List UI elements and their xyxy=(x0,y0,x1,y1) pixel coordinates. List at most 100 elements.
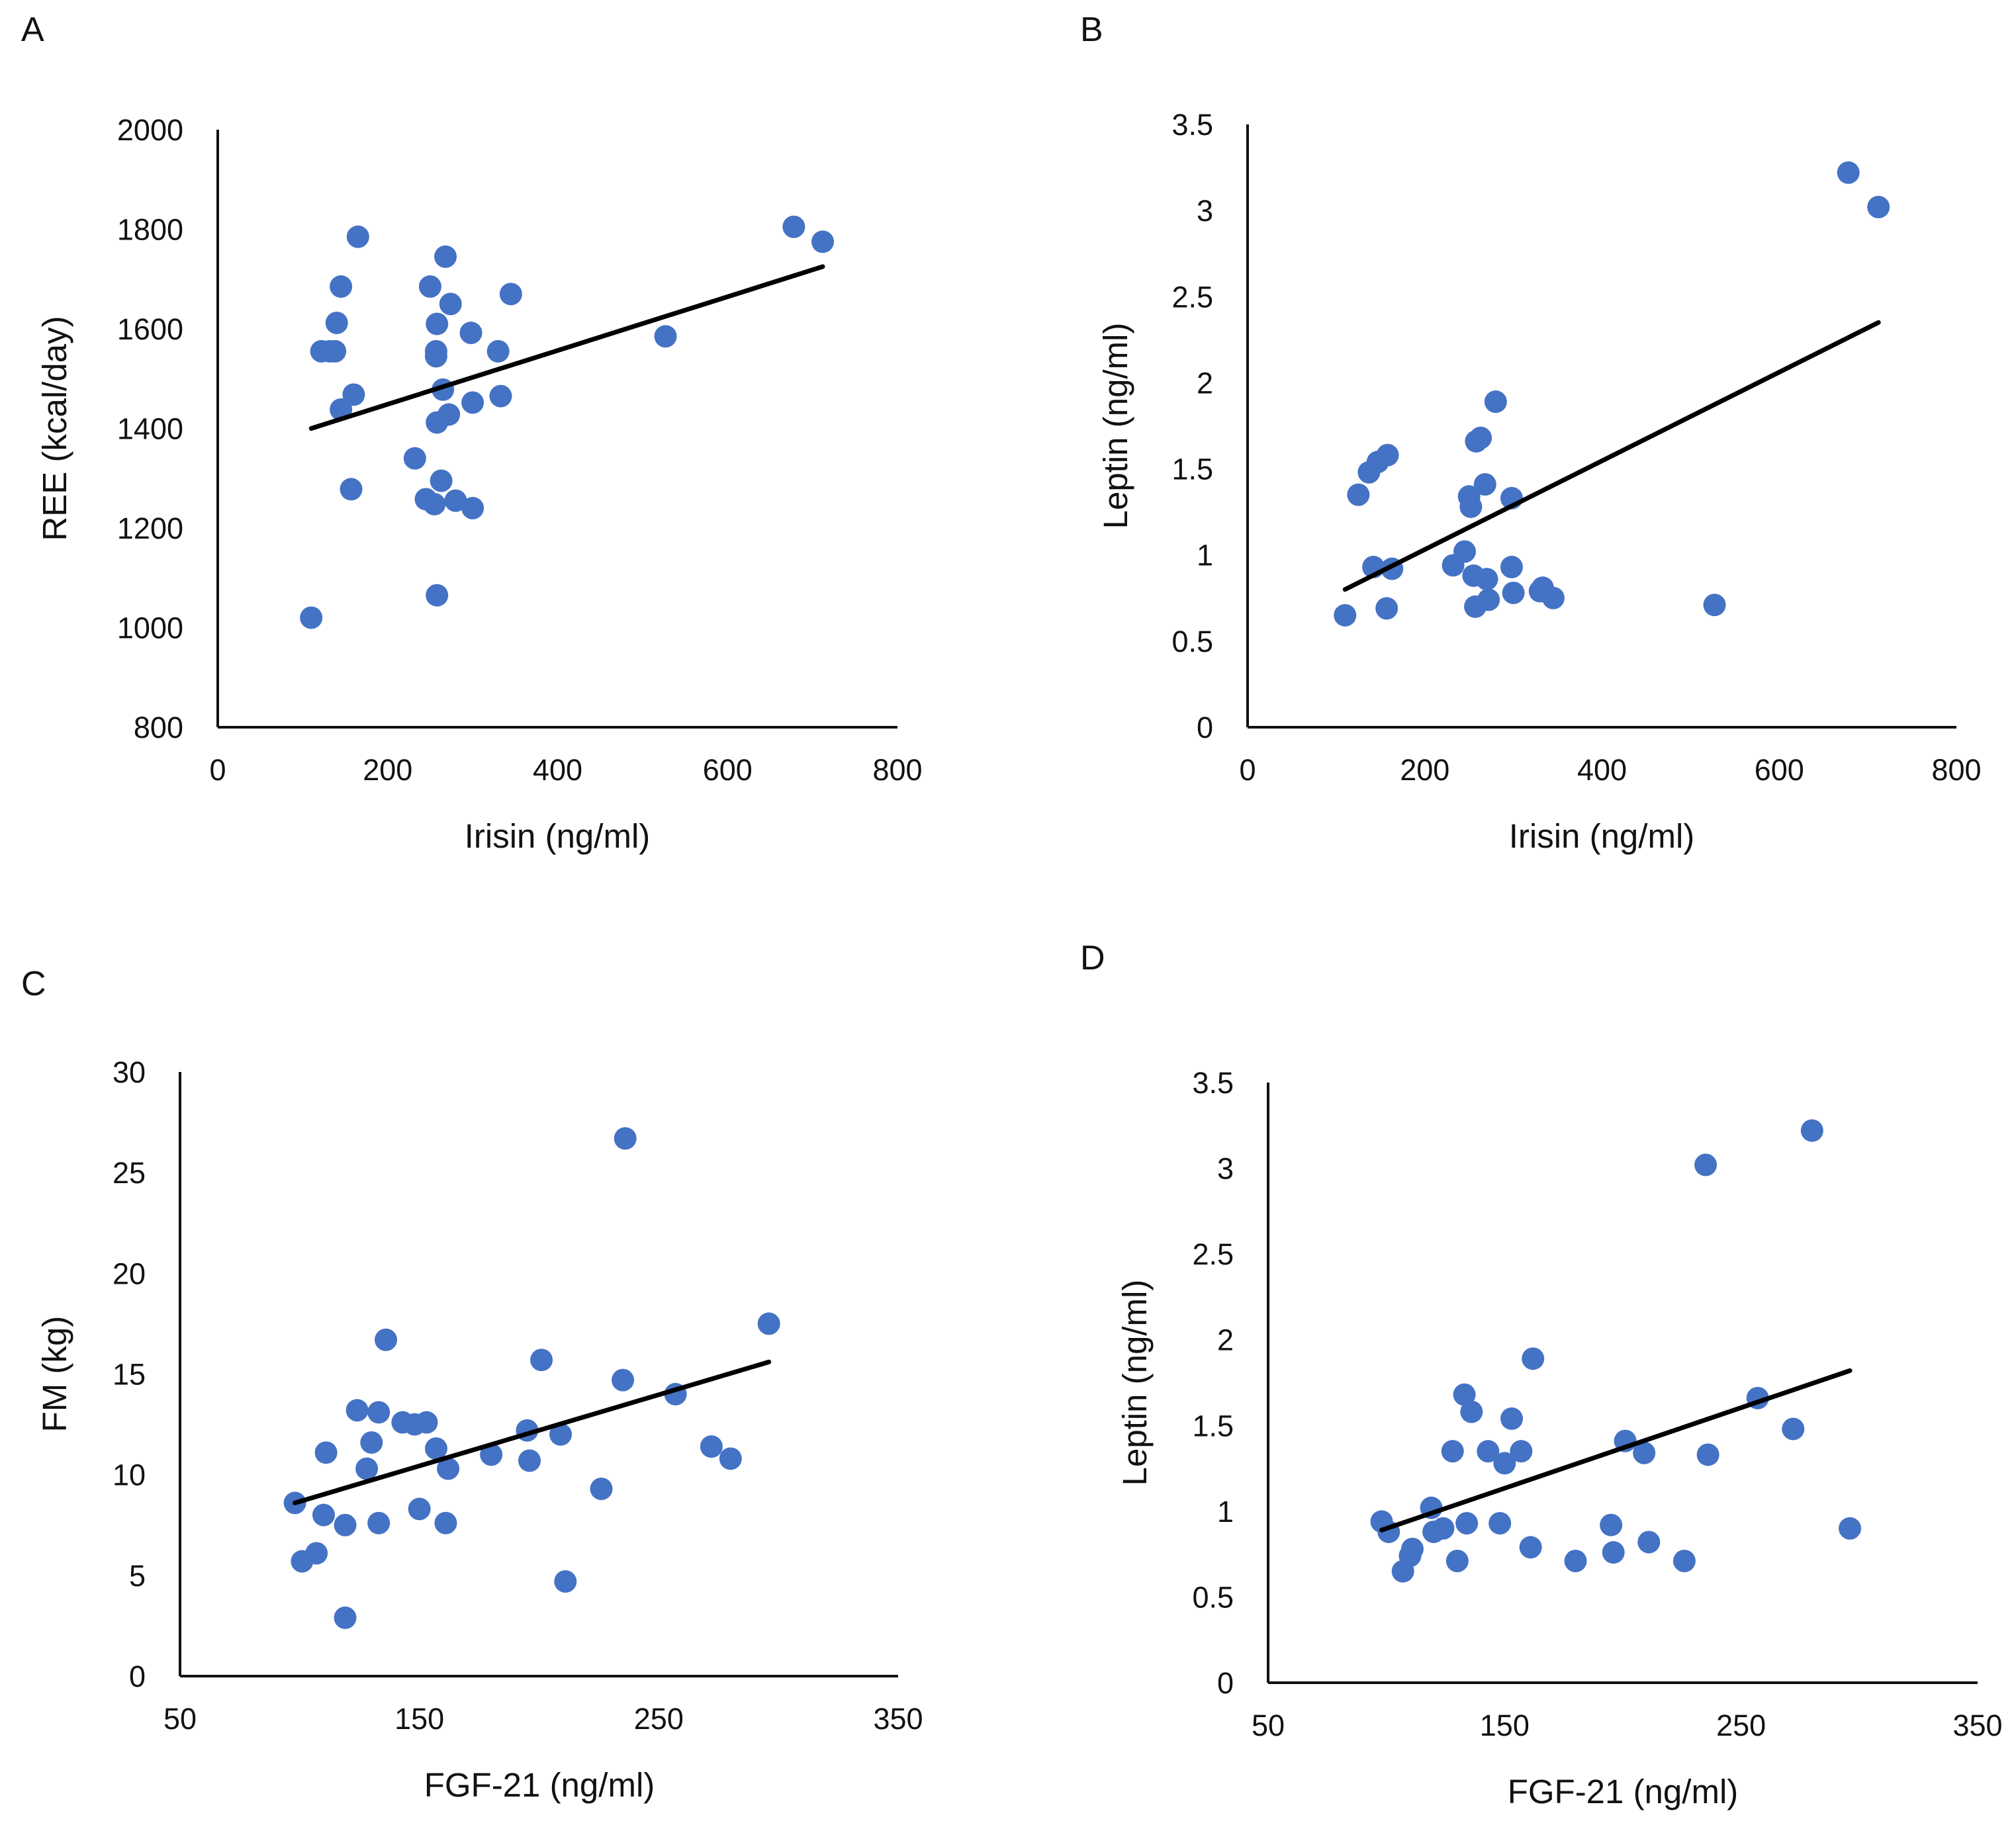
y-tick-label: 10 xyxy=(113,1458,146,1492)
scatter-point xyxy=(434,1511,457,1535)
x-tick-label: 50 xyxy=(1252,1709,1285,1742)
scatter-point xyxy=(426,584,449,607)
scatter-point xyxy=(1522,1347,1545,1370)
y-tick-label: 0 xyxy=(1217,1666,1234,1700)
scatter-point xyxy=(1637,1531,1661,1554)
scatter-point xyxy=(367,1401,390,1424)
panel-a: A 800 1000 1200 1400 1600 1800 2000 0 200 400 600 80… xyxy=(21,11,923,855)
scatter-point xyxy=(1502,581,1525,604)
scatter-point xyxy=(346,225,369,248)
scatter-point xyxy=(1696,1443,1719,1466)
y-tick-label: 1600 xyxy=(117,312,183,346)
y-tick-label: 1000 xyxy=(117,611,183,645)
trend-line xyxy=(293,1359,772,1505)
scatter-point xyxy=(489,384,512,408)
y-tick-label: 1200 xyxy=(117,512,183,545)
y-axis-label: FM (kg) xyxy=(36,1316,73,1433)
y-axis-label: REE (kcal/day) xyxy=(36,316,73,541)
y-tick-label: 1800 xyxy=(117,213,183,247)
y-tick-label: 2 xyxy=(1217,1323,1234,1357)
scatter-point xyxy=(700,1435,723,1458)
scatter-point xyxy=(1334,603,1357,627)
scatter-point xyxy=(334,1513,357,1536)
scatter-point xyxy=(415,1411,438,1434)
panel-label: B xyxy=(1080,11,1103,49)
scatter-point xyxy=(424,339,447,363)
trend-line xyxy=(1379,1368,1853,1533)
y-tick-label: 3 xyxy=(1217,1152,1234,1186)
panel-label: D xyxy=(1080,939,1105,977)
scatter-point xyxy=(1375,597,1398,620)
scatter-point xyxy=(1400,1537,1424,1560)
y-tick-label: 25 xyxy=(113,1156,146,1190)
scatter-point xyxy=(757,1312,780,1335)
scatter-point xyxy=(1484,390,1507,414)
scatter-point xyxy=(1867,195,1890,218)
x-tick-label: 150 xyxy=(394,1702,444,1736)
y-tick-label: 2.5 xyxy=(1171,280,1213,314)
panel-b: B 0 0.5 1 1.5 2 2.5 3 3.5 0 200 400 600 800 Irisin (ng… xyxy=(1080,11,1982,855)
scatter-point xyxy=(375,1328,398,1351)
scatter-point xyxy=(325,311,348,334)
trend-line xyxy=(308,264,825,431)
scatter-point xyxy=(314,1441,338,1464)
scatter-point xyxy=(1500,1407,1524,1430)
scatter-point xyxy=(342,383,365,406)
scatter-point xyxy=(1602,1541,1625,1564)
x-tick-label: 800 xyxy=(1931,753,1981,787)
scatter-point xyxy=(426,312,449,335)
panel-d: D 0 0.5 1 1.5 2 2.5 3 3.5 50 150 250 350 FGF-21 (ng/m… xyxy=(1080,939,2003,1810)
scatter-point xyxy=(614,1127,637,1150)
y-tick-label: 0.5 xyxy=(1171,625,1213,658)
x-tick-label: 800 xyxy=(872,753,922,787)
x-axis-label: FGF-21 (ng/ml) xyxy=(424,1766,655,1804)
y-tick-label: 3.5 xyxy=(1192,1066,1234,1100)
scatter-point xyxy=(1541,586,1565,609)
y-tick-label: 5 xyxy=(129,1559,146,1593)
scatter-point xyxy=(590,1477,613,1500)
scatter-point xyxy=(434,245,457,268)
y-tick-label: 1.5 xyxy=(1171,453,1213,486)
scatter-point xyxy=(1493,1452,1516,1475)
scatter-point xyxy=(355,1457,379,1480)
x-axis-label: Irisin (ng/ml) xyxy=(465,817,651,855)
scatter-point xyxy=(1460,1400,1483,1423)
y-axis-label: Leptin (ng/ml) xyxy=(1097,323,1134,529)
y-tick-label: 1 xyxy=(1197,539,1213,572)
scatter-point xyxy=(1475,568,1498,591)
scatter-point xyxy=(1500,555,1523,578)
y-tick-label: 2000 xyxy=(117,113,183,147)
scatter-point xyxy=(654,325,677,348)
y-tick-label: 3.5 xyxy=(1171,108,1213,142)
y-tick-label: 15 xyxy=(113,1358,146,1392)
scatter-point xyxy=(782,215,805,238)
scatter-point xyxy=(1441,1440,1464,1463)
scatter-point xyxy=(1837,161,1860,184)
scatter-point xyxy=(1694,1153,1718,1177)
y-tick-label: 30 xyxy=(113,1055,146,1089)
scatter-point xyxy=(1510,1440,1533,1463)
x-tick-label: 150 xyxy=(1480,1709,1530,1742)
scatter-point xyxy=(324,339,347,363)
scatter-point xyxy=(518,1449,541,1472)
scatter-point xyxy=(1633,1441,1656,1464)
scatter-point xyxy=(499,283,522,306)
x-tick-label: 600 xyxy=(1755,753,1804,787)
scatter-point xyxy=(480,1443,503,1466)
x-tick-label: 0 xyxy=(1239,753,1256,787)
panel-c: C 0 5 10 15 20 25 30 50 150 250 350 FGF-21 (ng/ml) FM… xyxy=(21,965,923,1804)
scatter-point xyxy=(1453,540,1476,563)
scatter-point xyxy=(1445,1550,1469,1573)
x-axis-label: Irisin (ng/ml) xyxy=(1509,817,1695,855)
scatter-point xyxy=(430,469,453,492)
y-tick-label: 800 xyxy=(134,711,183,744)
scatter-point xyxy=(1519,1536,1542,1559)
scatter-point xyxy=(1489,1511,1512,1535)
scatter-point xyxy=(1473,472,1496,496)
scatter-point xyxy=(439,292,462,316)
x-tick-label: 350 xyxy=(1952,1709,2002,1742)
scatter-point xyxy=(1459,495,1483,518)
scatter-point xyxy=(530,1349,553,1372)
panel-label: C xyxy=(21,965,46,1003)
